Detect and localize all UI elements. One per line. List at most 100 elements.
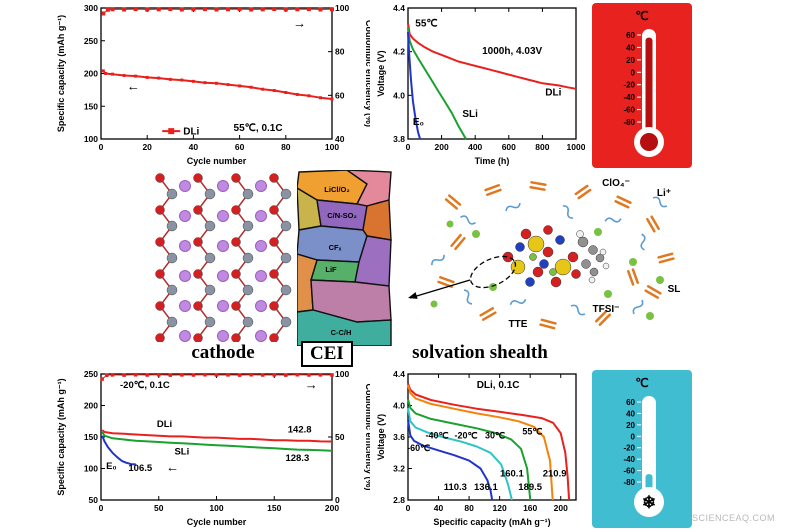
svg-text:4.0: 4.0 [393, 90, 405, 100]
svg-text:100: 100 [325, 142, 339, 152]
svg-text:0: 0 [631, 432, 636, 441]
chart-voltage-capacity-temps: 0 40 80 120 160 200 2.8 3.2 3.6 4.0 4.4 Specific ca… [376, 369, 577, 527]
label-cathode: cathode [191, 342, 255, 363]
svg-text:600: 600 [502, 142, 516, 152]
svg-text:SL: SL [668, 284, 681, 295]
solvation-sheath-illustration: ClO₄⁻ Li⁺ SL TFSI⁻ TTE [408, 178, 681, 330]
svg-text:Coulombic efficiency (%): Coulombic efficiency (%) [364, 383, 370, 490]
svg-text:40: 40 [335, 134, 345, 144]
svg-text:210.9: 210.9 [543, 468, 567, 479]
svg-text:C-C/H: C-C/H [331, 328, 352, 337]
svg-text:55℃: 55℃ [415, 19, 437, 30]
svg-text:160: 160 [523, 503, 537, 513]
svg-text:-20℃: -20℃ [454, 431, 477, 441]
svg-text:100: 100 [209, 503, 223, 513]
svg-text:400: 400 [468, 142, 482, 152]
svg-text:Specific capacity (mAh g⁻¹): Specific capacity (mAh g⁻¹) [56, 378, 66, 495]
svg-text:-20: -20 [623, 444, 635, 453]
svg-text:1000: 1000 [567, 142, 585, 152]
svg-text:-60: -60 [623, 467, 635, 476]
svg-text:SLi: SLi [462, 109, 478, 120]
svg-text:150: 150 [267, 503, 281, 513]
svg-text:0: 0 [631, 68, 636, 77]
svg-text:Specific capacity (mAh g⁻¹): Specific capacity (mAh g⁻¹) [433, 517, 550, 527]
svg-text:160.1: 160.1 [500, 468, 524, 479]
svg-text:-80: -80 [623, 478, 635, 487]
svg-text:100: 100 [84, 464, 98, 474]
svg-text:80: 80 [281, 142, 291, 152]
svg-text:0: 0 [99, 503, 104, 513]
svg-text:100: 100 [335, 369, 349, 379]
svg-text:Coulombic efficiency (%): Coulombic efficiency (%) [364, 20, 370, 127]
chart-cycling-55c: 0 20 40 60 80 100 100 150 200 250 300 40 60 80 100 Cycl… [56, 3, 370, 166]
svg-text:Specific capacity (mAh g⁻¹): Specific capacity (mAh g⁻¹) [56, 15, 66, 132]
svg-text:55℃, 0.1C: 55℃, 0.1C [234, 123, 283, 134]
svg-text:150: 150 [84, 432, 98, 442]
svg-text:E₀: E₀ [106, 461, 117, 472]
thermometer-hot: ℃60 40 20 0 -20 -40 -60 -80 [592, 3, 692, 168]
svg-text:→: → [305, 377, 318, 392]
svg-text:0: 0 [99, 142, 104, 152]
svg-text:℃: ℃ [635, 9, 648, 23]
svg-text:DLi, 0.1C: DLi, 0.1C [477, 380, 520, 391]
svg-text:20: 20 [626, 421, 635, 430]
svg-text:DLi: DLi [545, 87, 561, 98]
svg-text:Cycle number: Cycle number [187, 156, 247, 166]
cathode-structure-illustration [155, 173, 292, 342]
chart-voltage-time-55c: 0 200 400 600 800 1000 3.8 4.0 4.2 4.4 Time (h) Vol… [376, 3, 585, 166]
svg-text:-40: -40 [623, 455, 635, 464]
svg-text:-40: -40 [623, 93, 635, 102]
svg-text:20: 20 [626, 56, 635, 65]
svg-text:189.5: 189.5 [518, 482, 542, 493]
svg-text:DLi: DLi [157, 419, 172, 430]
svg-text:LiF: LiF [325, 265, 337, 274]
svg-text:-20℃, 0.1C: -20℃, 0.1C [120, 380, 170, 391]
svg-text:80: 80 [464, 503, 474, 513]
svg-text:-60: -60 [623, 106, 635, 115]
svg-text:0: 0 [406, 503, 411, 513]
svg-text:Voltage (V): Voltage (V) [376, 414, 386, 460]
svg-text:4.0: 4.0 [393, 401, 405, 411]
svg-text:C/N-SO₂: C/N-SO₂ [327, 211, 357, 220]
svg-text:50: 50 [154, 503, 164, 513]
svg-text:200: 200 [435, 142, 449, 152]
label-solvation-sheath: solvation shealth [412, 342, 548, 363]
svg-text:-60℃: -60℃ [407, 443, 430, 453]
thermometer-cold: ℃ ❄ 60 40 20 0 -20 -40 -60 -80 [592, 370, 692, 528]
svg-text:250: 250 [84, 369, 98, 379]
svg-text:DLi: DLi [183, 127, 199, 138]
svg-text:150: 150 [84, 101, 98, 111]
svg-text:250: 250 [84, 36, 98, 46]
svg-text:40: 40 [626, 409, 635, 418]
svg-text:128.3: 128.3 [285, 453, 309, 464]
svg-text:20: 20 [142, 142, 152, 152]
svg-text:80: 80 [335, 47, 345, 57]
svg-text:-40℃: -40℃ [425, 431, 448, 441]
watermark: SCIENCEAQ.COM [692, 513, 776, 523]
svg-text:30℃: 30℃ [485, 431, 505, 441]
svg-text:Voltage (V): Voltage (V) [376, 50, 386, 96]
svg-text:200: 200 [554, 503, 568, 513]
svg-text:40: 40 [189, 142, 199, 152]
svg-text:2.8: 2.8 [393, 495, 405, 505]
svg-text:←: ← [127, 79, 140, 94]
svg-text:200: 200 [84, 401, 98, 411]
svg-text:106.5: 106.5 [128, 463, 152, 474]
svg-text:40: 40 [626, 43, 635, 52]
svg-text:136.1: 136.1 [474, 482, 498, 493]
svg-text:SLi: SLi [174, 447, 189, 458]
svg-text:4.4: 4.4 [393, 369, 405, 379]
svg-text:❄: ❄ [642, 493, 656, 512]
svg-text:-20: -20 [623, 81, 635, 90]
svg-text:←: ← [166, 460, 179, 475]
svg-text:100: 100 [84, 134, 98, 144]
svg-text:60: 60 [235, 142, 245, 152]
svg-text:120: 120 [493, 503, 507, 513]
svg-text:1000h, 4.03V: 1000h, 4.03V [482, 46, 542, 57]
svg-text:4.2: 4.2 [393, 47, 405, 57]
svg-text:200: 200 [325, 503, 339, 513]
svg-text:3.6: 3.6 [393, 432, 405, 442]
svg-text:ClO₄⁻: ClO₄⁻ [602, 178, 630, 189]
